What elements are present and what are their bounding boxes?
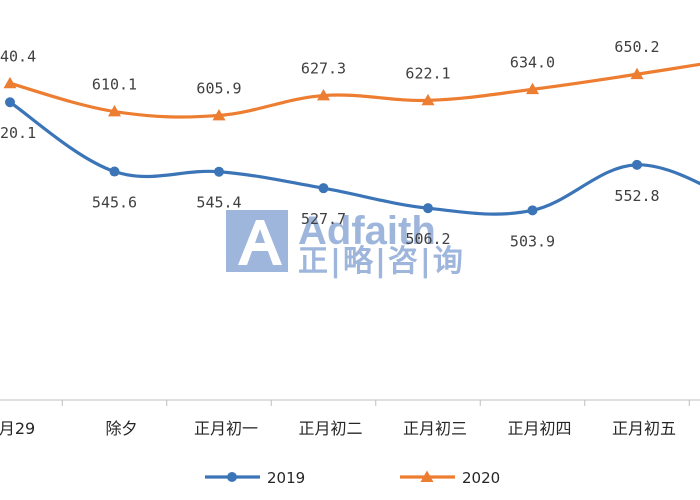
data-label-2019: 552.8 (614, 187, 659, 205)
watermark: Adfaith 正|略|咨|询 (226, 209, 465, 279)
data-label-2020: 634.0 (510, 53, 555, 71)
x-tick-label: 正月初五 (612, 419, 676, 438)
legend-label-2019: 2019 (267, 469, 305, 487)
series-markers (3, 67, 644, 216)
data-label-2020: 650.2 (614, 38, 659, 56)
watermark-brand-cn: 正|略|咨|询 (298, 244, 465, 279)
data-label-2019: 506.2 (405, 230, 450, 248)
data-label-2019: 545.4 (196, 194, 241, 212)
data-point-2020 (421, 93, 435, 106)
data-label-2020: 605.9 (196, 79, 241, 97)
watermark-logo-letter-icon (238, 220, 282, 265)
watermark-brand: Adfaith (298, 209, 436, 253)
data-point-2019 (318, 183, 329, 194)
x-tick-label: 正月初二 (298, 419, 362, 438)
data-point-2019 (423, 203, 433, 214)
x-tick-label: 月29 (0, 419, 35, 438)
legend-marker-2020 (420, 470, 434, 482)
x-axis-labels: 月29 除夕 正月初一 正月初二 正月初三 正月初四 正月初五 (0, 419, 676, 438)
x-tick-label: 正月初三 (403, 419, 467, 438)
legend: 2019 2020 (205, 469, 500, 487)
data-point-2019 (527, 205, 538, 216)
data-point-2019 (632, 159, 642, 170)
data-label-2020: 40.4 (0, 47, 36, 65)
series-lines (9, 62, 700, 216)
data-point-2020 (108, 105, 121, 117)
data-point-2020 (630, 67, 644, 80)
data-label-2019: 527.7 (301, 210, 346, 228)
data-label-2019: 20.1 (0, 124, 36, 142)
x-tick-label: 除夕 (105, 419, 137, 438)
data-label-2020: 627.3 (301, 60, 346, 78)
data-labels: 20.1 545.6 545.4 527.7 506.2 503.9 552.8 40.4 61… (0, 38, 660, 250)
series-line-2020 (9, 62, 700, 119)
x-axis-ticks (61, 400, 690, 406)
legend-marker-2019 (227, 472, 237, 482)
data-point-2019 (5, 97, 15, 108)
data-point-2020 (526, 82, 539, 95)
data-point-2020 (212, 108, 226, 121)
data-label-2020: 610.1 (92, 76, 137, 94)
data-label-2020: 622.1 (405, 64, 450, 82)
data-point-2020 (317, 89, 330, 101)
x-tick-label: 正月初一 (194, 419, 258, 438)
data-point-2019 (214, 166, 224, 177)
data-label-2019: 503.9 (510, 232, 555, 250)
x-tick-label: 正月初四 (507, 419, 571, 438)
data-point-2020 (3, 76, 17, 89)
data-point-2019 (109, 166, 120, 177)
data-label-2019: 545.6 (92, 194, 137, 212)
series-line-2019 (9, 100, 700, 216)
legend-label-2020: 2020 (462, 469, 500, 487)
